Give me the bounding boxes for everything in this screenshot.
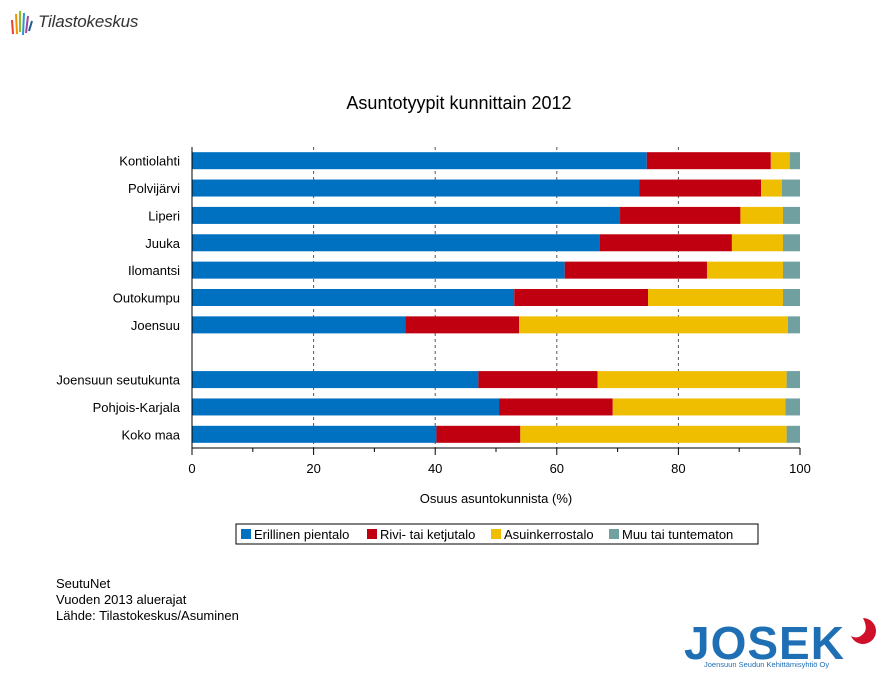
stacked-bar-chart: Asuntotyypit kunnittain 2012 Kontiolahti P… <box>56 93 811 545</box>
category-label-kontiolahti: Kontiolahti <box>119 154 180 169</box>
chart-title: Asuntotyypit kunnittain 2012 <box>346 93 571 113</box>
bar-joensuu-rivi-tai-ketjutalo <box>405 316 520 334</box>
bar-joensuun-seutukunta-muu-tai-tuntematon <box>786 371 800 389</box>
legend-label-muu-tai-tuntematon: Muu tai tuntematon <box>622 527 733 542</box>
bar-kontiolahti-asuinkerrostalo <box>770 152 790 170</box>
x-tick-label-80: 80 <box>671 461 685 476</box>
bar-koko-maa-asuinkerrostalo <box>520 425 787 443</box>
bar-juuka-rivi-tai-ketjutalo <box>599 234 732 252</box>
footer-line-1: SeutuNet <box>56 576 111 591</box>
bar-joensuu-asuinkerrostalo <box>519 316 788 334</box>
footer-source: SeutuNet Vuoden 2013 aluerajat Lähde: Ti… <box>56 576 239 624</box>
bar-kontiolahti-erillinen-pientalo <box>192 152 647 170</box>
footer-line-3: Lähde: Tilastokeskus/Asuminen <box>56 608 239 623</box>
bar-koko-maa-erillinen-pientalo <box>192 425 437 443</box>
legend-swatch-erillinen-pientalo <box>241 529 251 539</box>
bar-liperi-asuinkerrostalo <box>740 206 783 224</box>
bar-joensuu-erillinen-pientalo <box>192 316 406 334</box>
category-label-koko-maa: Koko maa <box>121 427 180 442</box>
bar-pohjois-karjala-asuinkerrostalo <box>612 398 786 416</box>
category-label-juuka: Juuka <box>145 236 180 251</box>
bar-koko-maa-muu-tai-tuntematon <box>786 425 800 443</box>
bar-joensuu-muu-tai-tuntematon <box>787 316 800 334</box>
x-tick-label-40: 40 <box>428 461 442 476</box>
bar-liperi-rivi-tai-ketjutalo <box>620 206 741 224</box>
x-tick-label-100: 100 <box>789 461 811 476</box>
bar-joensuun-seutukunta-asuinkerrostalo <box>597 371 787 389</box>
bar-ilomantsi-muu-tai-tuntematon <box>782 261 800 279</box>
category-label-ilomantsi: Ilomantsi <box>128 263 180 278</box>
category-label-outokumpu: Outokumpu <box>113 291 180 306</box>
josek-logo: JOSEK Joensuun Seudun Kehittämisyhtiö Oy <box>684 612 880 676</box>
bar-juuka-asuinkerrostalo <box>731 234 783 252</box>
category-label-pohjois-karjala: Pohjois-Karjala <box>93 400 181 415</box>
tilastokeskus-logo: Tilastokeskus <box>10 8 150 42</box>
category-label-liperi: Liperi <box>148 208 180 223</box>
x-tick-label-0: 0 <box>188 461 195 476</box>
footer-line-2: Vuoden 2013 aluerajat <box>56 592 187 607</box>
category-label-joensuu: Joensuu <box>131 318 180 333</box>
bar-ilomantsi-asuinkerrostalo <box>706 261 783 279</box>
x-tick-label-20: 20 <box>306 461 320 476</box>
x-axis-label: Osuus asuntokunnista (%) <box>420 491 572 506</box>
bar-outokumpu-rivi-tai-ketjutalo <box>514 289 648 306</box>
josek-wordmark: JOSEK <box>684 617 845 669</box>
bar-koko-maa-rivi-tai-ketjutalo <box>436 425 521 443</box>
josek-subtitle: Joensuun Seudun Kehittämisyhtiö Oy <box>704 660 830 669</box>
category-label-polvijärvi: Polvijärvi <box>128 181 180 196</box>
bar-pohjois-karjala-rivi-tai-ketjutalo <box>499 398 613 416</box>
bar-joensuun-seutukunta-erillinen-pientalo <box>192 371 479 389</box>
bar-kontiolahti-rivi-tai-ketjutalo <box>646 152 771 170</box>
bar-pohjois-karjala-erillinen-pientalo <box>192 398 500 416</box>
bar-outokumpu-erillinen-pientalo <box>192 289 515 306</box>
bar-polvijärvi-rivi-tai-ketjutalo <box>639 179 762 197</box>
bar-ilomantsi-erillinen-pientalo <box>192 261 565 279</box>
bar-ilomantsi-rivi-tai-ketjutalo <box>564 261 707 279</box>
tilastokeskus-logo-icon <box>11 11 33 36</box>
bar-outokumpu-muu-tai-tuntematon <box>782 289 800 306</box>
legend-label-erillinen-pientalo: Erillinen pientalo <box>254 527 349 542</box>
bar-polvijärvi-asuinkerrostalo <box>761 179 782 197</box>
bar-outokumpu-asuinkerrostalo <box>648 289 783 306</box>
bar-joensuun-seutukunta-rivi-tai-ketjutalo <box>478 371 598 389</box>
bar-juuka-muu-tai-tuntematon <box>782 234 800 252</box>
category-label-joensuun-seutukunta: Joensuun seutukunta <box>56 373 180 388</box>
legend-swatch-muu-tai-tuntematon <box>609 529 619 539</box>
bar-liperi-muu-tai-tuntematon <box>782 206 800 224</box>
bar-pohjois-karjala-muu-tai-tuntematon <box>785 398 800 416</box>
bar-juuka-erillinen-pientalo <box>192 234 600 252</box>
legend-swatch-asuinkerrostalo <box>491 529 501 539</box>
bar-polvijärvi-muu-tai-tuntematon <box>781 179 800 197</box>
legend-label-asuinkerrostalo: Asuinkerrostalo <box>504 527 594 542</box>
bar-liperi-erillinen-pientalo <box>192 206 621 224</box>
tilastokeskus-wordmark: Tilastokeskus <box>38 12 139 31</box>
legend-label-rivi-tai-ketjutalo: Rivi- tai ketjutalo <box>380 527 475 542</box>
x-tick-label-60: 60 <box>550 461 564 476</box>
bar-polvijärvi-erillinen-pientalo <box>192 179 640 197</box>
legend-swatch-rivi-tai-ketjutalo <box>367 529 377 539</box>
bar-kontiolahti-muu-tai-tuntematon <box>789 152 800 170</box>
josek-swoosh-icon <box>851 618 876 644</box>
